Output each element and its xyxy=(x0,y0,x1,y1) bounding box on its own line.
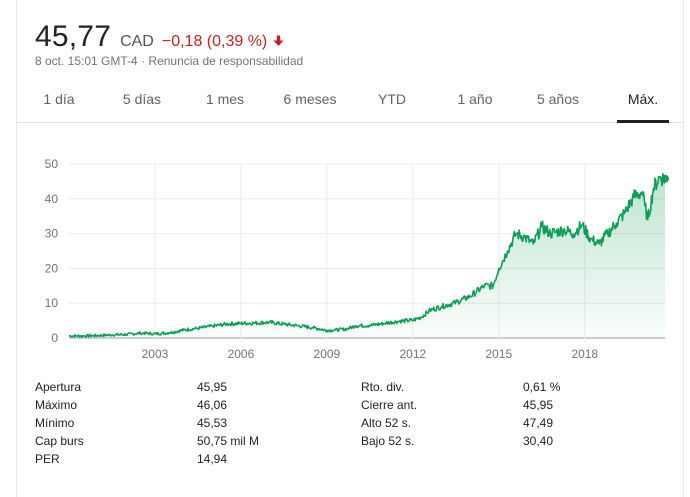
tab-1-day[interactable]: 1 día xyxy=(43,91,75,107)
stat-high: Máximo 46,06 xyxy=(35,398,355,416)
x-tick-label: 2006 xyxy=(228,347,255,361)
stat-label: Apertura xyxy=(35,380,82,394)
y-tick-label: 10 xyxy=(45,296,59,310)
stat-value: 14,94 xyxy=(197,452,228,466)
stat-label: Bajo 52 s. xyxy=(361,434,415,448)
tab-max[interactable]: Máx. xyxy=(617,82,669,123)
stat-value: 45,95 xyxy=(523,398,554,412)
x-tick-label: 2018 xyxy=(571,347,598,361)
y-tick-label: 0 xyxy=(51,331,58,345)
stat-label: Cap burs xyxy=(35,434,84,448)
x-tick-label: 2015 xyxy=(485,347,512,361)
stock-card: 45,77 CAD −0,18 (0,39 %) 8 oct. 15:01 GM… xyxy=(16,0,684,497)
y-tick-label: 20 xyxy=(45,261,59,275)
price-row: 45,77 CAD −0,18 (0,39 %) xyxy=(35,20,284,54)
stat-previous-close: Cierre ant. 45,95 xyxy=(361,398,671,416)
tab-6-months[interactable]: 6 meses xyxy=(283,91,337,107)
stat-label: Alto 52 s. xyxy=(361,416,412,430)
arrow-down-icon xyxy=(273,34,284,52)
stat-value: 50,75 mil M xyxy=(197,434,260,448)
x-tick-label: 2012 xyxy=(399,347,426,361)
price-area xyxy=(69,173,665,338)
y-axis: 0 10 20 30 40 50 xyxy=(45,157,59,345)
stat-open: Apertura 45,95 xyxy=(35,380,355,398)
active-tab-indicator xyxy=(617,120,669,123)
x-tick-label: 2009 xyxy=(314,347,341,361)
separator: · xyxy=(141,54,146,68)
grid-lines xyxy=(69,163,665,343)
currency: CAD xyxy=(120,33,154,50)
stats-right: Rto. div. 0,61 % Cierre ant. 45,95 Alto … xyxy=(361,380,671,452)
price-change: −0,18 (0,39 %) xyxy=(161,33,268,50)
stat-dividend-yield: Rto. div. 0,61 % xyxy=(361,380,671,398)
tab-ytd[interactable]: YTD xyxy=(378,91,406,107)
stat-value: 45,53 xyxy=(197,416,228,430)
stat-low: Mínimo 45,53 xyxy=(35,416,355,434)
stats-left: Apertura 45,95 Máximo 46,06 Mínimo 45,53… xyxy=(35,380,355,470)
tab-1-year[interactable]: 1 año xyxy=(457,91,493,107)
x-axis: 2003 2006 2009 2012 2015 2018 xyxy=(142,347,599,361)
stat-value: 47,49 xyxy=(523,416,554,430)
tab-5-years[interactable]: 5 años xyxy=(536,91,580,107)
y-tick-label: 50 xyxy=(45,157,59,171)
stat-value: 46,06 xyxy=(197,398,228,412)
stat-label: Mínimo xyxy=(35,416,75,430)
last-price-marker xyxy=(661,174,669,183)
timestamp: 8 oct. 15:01 GMT-4 xyxy=(35,54,138,68)
stat-value: 45,95 xyxy=(197,380,228,394)
range-tabs: 1 día 5 días 1 mes 6 meses YTD 1 año 5 a… xyxy=(17,82,683,123)
price-chart[interactable]: 0 10 20 30 40 50 2003 2006 2009 2012 2015 2018 xyxy=(33,140,673,370)
price-line xyxy=(69,172,666,338)
quote-subline: 8 oct. 15:01 GMT-4 · Renuncia de respons… xyxy=(35,54,303,68)
stat-label: Rto. div. xyxy=(361,380,405,394)
y-tick-label: 30 xyxy=(45,227,59,241)
disclaimer-link[interactable]: Renuncia de responsabilidad xyxy=(148,54,304,68)
stat-pe-ratio: PER 14,94 xyxy=(35,452,355,470)
y-tick-label: 40 xyxy=(45,192,59,206)
stat-52-week-high: Alto 52 s. 47,49 xyxy=(361,416,671,434)
stat-52-week-low: Bajo 52 s. 30,40 xyxy=(361,434,671,452)
stat-label: PER xyxy=(35,452,60,466)
stat-market-cap: Cap burs 50,75 mil M xyxy=(35,434,355,452)
stat-value: 0,61 % xyxy=(523,380,561,394)
x-tick-label: 2003 xyxy=(142,347,169,361)
stat-label: Máximo xyxy=(35,398,78,412)
stat-label: Cierre ant. xyxy=(361,398,418,412)
current-price: 45,77 xyxy=(35,20,112,53)
stat-value: 30,40 xyxy=(523,434,554,448)
tab-1-month[interactable]: 1 mes xyxy=(205,91,245,107)
tab-5-days[interactable]: 5 días xyxy=(122,91,162,107)
